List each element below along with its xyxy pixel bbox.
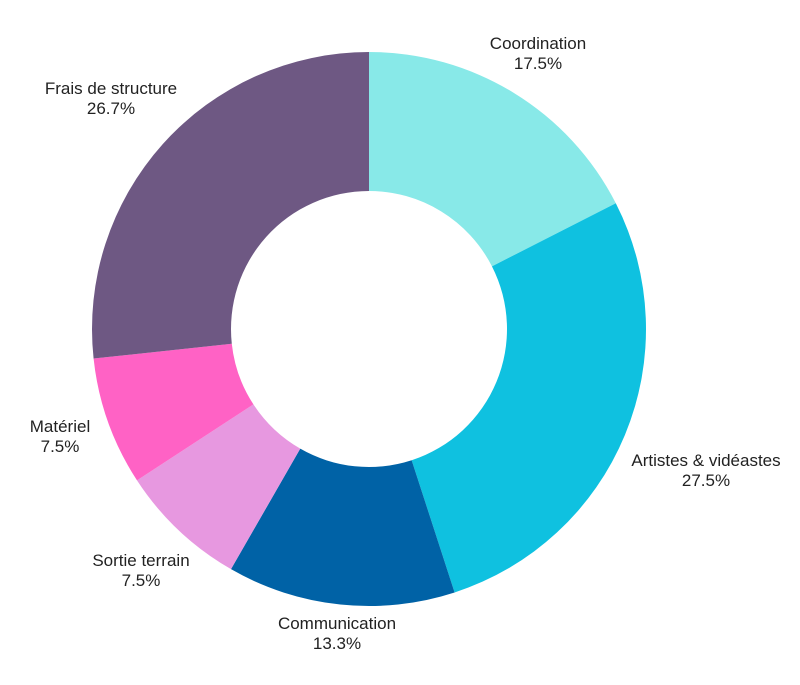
slice-label-value: 26.7% [87,99,135,118]
slice-artistes-videastes [411,203,647,593]
slice-communication [231,448,455,606]
slice-materiel [93,343,254,481]
slice-label-sortie-terrain: Sortie terrain 7.5% [92,551,189,590]
slice-label-artistes-videastes: Artistes & vidéastes 27.5% [631,451,780,490]
slice-label-value: 27.5% [682,471,730,490]
slice-frais-de-structure [92,52,370,359]
slice-label-value: 17.5% [514,54,562,73]
slice-label-value: 7.5% [41,437,80,456]
slice-sortie-terrain [137,404,301,570]
slice-label-value: 13.3% [313,634,361,653]
slice-label-coordination: Coordination 17.5% [490,34,586,73]
slice-coordination [369,52,616,267]
slice-label-name: Coordination [490,34,586,53]
slice-label-name: Matériel [30,417,90,436]
slice-label-communication: Communication 13.3% [278,614,396,653]
slice-label-materiel: Matériel 7.5% [30,417,90,456]
slice-label-name: Frais de structure [45,79,177,98]
labels-group: Coordination 17.5% Artistes & vidéastes 27.… [30,34,781,653]
slice-label-value: 7.5% [122,571,161,590]
slices-group [92,52,647,606]
slice-label-name: Sortie terrain [92,551,189,570]
slice-label-name: Communication [278,614,396,633]
slice-label-name: Artistes & vidéastes [631,451,780,470]
slice-label-frais-de-structure: Frais de structure 26.7% [45,79,177,118]
